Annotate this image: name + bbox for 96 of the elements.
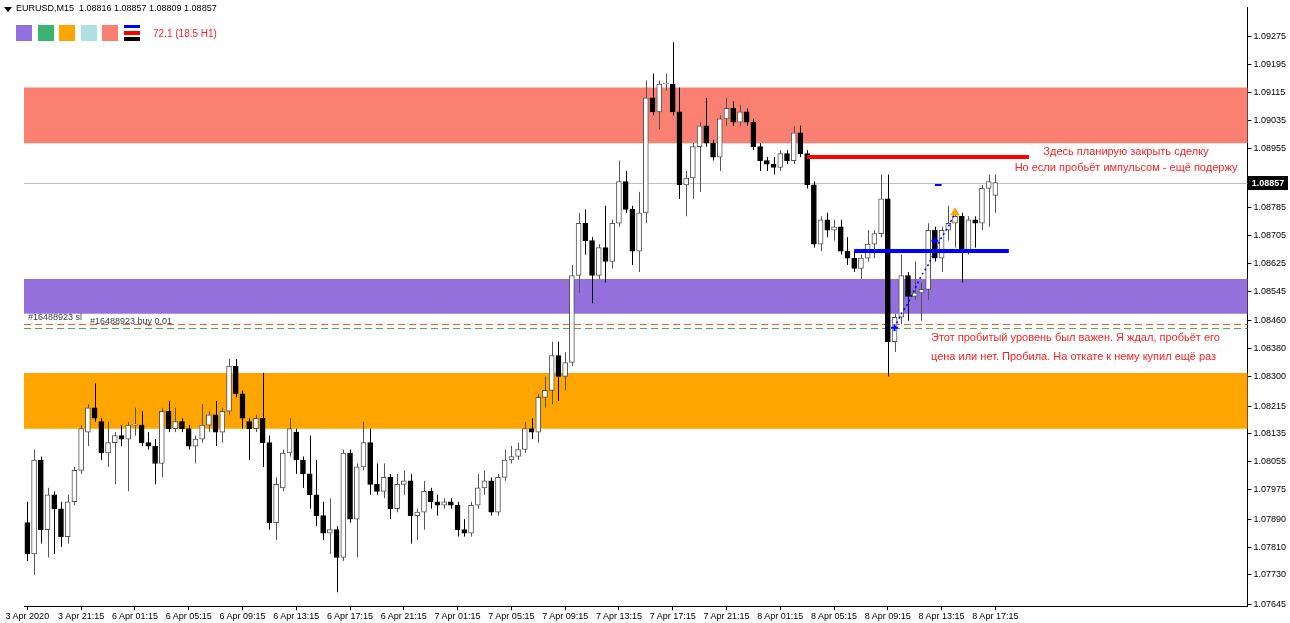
ref-line-label: #16488923 sl (28, 312, 83, 323)
candlestick (562, 351, 568, 391)
candlestick (300, 456, 306, 489)
candlestick (185, 424, 192, 451)
candlestick (427, 487, 434, 510)
candlestick (474, 473, 481, 510)
candlestick (582, 208, 589, 256)
candlestick (206, 410, 212, 433)
candlestick (905, 271, 911, 322)
candlestick (757, 142, 763, 172)
candlestick (51, 490, 58, 555)
candlestick (737, 104, 743, 127)
candlestick (320, 501, 326, 541)
x-tick-label: 7 Apr 21:15 (703, 611, 750, 622)
candlestick (111, 431, 118, 485)
annotation: Этот пробитый уровень был важен. Я ждал, пробьёт его (931, 331, 1220, 344)
x-tick-label: 3 Apr 2020 (5, 611, 50, 622)
candlestick (703, 97, 710, 148)
candlestick (327, 497, 333, 555)
y-tick-label: 1.08300 (1253, 370, 1287, 381)
candlestick (831, 219, 837, 242)
candlestick (105, 421, 111, 468)
x-tick-label: 7 Apr 13:15 (595, 611, 642, 622)
y-tick-label: 1.09275 (1253, 31, 1287, 42)
x-tick-label: 7 Apr 05:15 (488, 611, 535, 622)
candlestick (945, 205, 952, 242)
candlestick (400, 469, 407, 496)
y-tick-label: 1.07810 (1253, 541, 1287, 552)
x-tick-label: 8 Apr 05:15 (811, 611, 858, 622)
y-tick-label: 1.07730 (1253, 569, 1287, 580)
y-tick-label: 1.08955 (1253, 142, 1287, 153)
candlestick (152, 438, 158, 485)
annotation: 72.1 (18.5 H1) (153, 27, 217, 39)
y-tick-label: 1.07890 (1253, 513, 1287, 524)
candlestick (394, 473, 400, 513)
annotation: цена или нет. Пробила. На откате к нему купил ещё раз (931, 350, 1217, 363)
x-tick-label: 7 Apr 09:15 (542, 611, 589, 622)
y-tick-label: 1.08785 (1253, 202, 1287, 213)
candlestick (374, 462, 380, 496)
ref-line-label: #16488923 buy 0.01 (90, 316, 173, 327)
candlestick (911, 261, 918, 301)
y-tick-label: 1.08215 (1253, 400, 1287, 411)
x-tick-label: 8 Apr 09:15 (864, 611, 911, 622)
y-tick-label: 1.07645 (1253, 598, 1287, 609)
x-tick-label: 6 Apr 05:15 (165, 611, 212, 622)
candlestick (851, 250, 858, 273)
chart-title: EURUSD,M15 1.08816 1.08857 1.08809 1.08857 (16, 3, 217, 14)
x-tick-label: 8 Apr 01:15 (757, 611, 804, 622)
candlestick (730, 100, 737, 127)
candlestick (521, 421, 528, 454)
candlestick (542, 375, 548, 409)
annotation: Здесь планирую закрыть сделку (1043, 145, 1210, 158)
x-tick-label: 7 Apr 17:15 (649, 611, 696, 622)
x-tick-label: 3 Apr 21:15 (58, 611, 105, 622)
candlestick (132, 407, 138, 437)
candlestick (663, 73, 669, 92)
x-tick-label: 7 Apr 01:15 (434, 611, 481, 622)
y-tick-label: 1.08460 (1253, 315, 1287, 326)
y-tick-label: 1.07975 (1253, 484, 1287, 495)
y-tick-label: 1.09115 (1253, 87, 1286, 98)
y-tick-label: 1.08705 (1253, 229, 1287, 240)
candlestick (683, 170, 689, 217)
candlestick (91, 382, 98, 423)
annotation: Но если пробьёт импульсом - ещё подержу (1014, 161, 1238, 174)
candlestick (414, 508, 421, 541)
y-tick-label: 1.08625 (1253, 257, 1287, 268)
candlestick (421, 480, 427, 531)
candlestick (777, 149, 784, 172)
candlestick (172, 407, 179, 433)
x-tick-label: 6 Apr 17:15 (327, 611, 374, 622)
candlestick (85, 403, 91, 447)
candlestick (125, 421, 132, 492)
x-tick-label: 6 Apr 21:15 (380, 611, 427, 622)
y-tick-label: 1.08545 (1253, 285, 1287, 296)
y-tick-label: 1.08380 (1253, 343, 1287, 354)
candlestick (219, 407, 226, 444)
y-tick-label: 1.08055 (1253, 456, 1287, 467)
candlestick (837, 219, 844, 256)
x-tick-label: 8 Apr 17:15 (972, 611, 1019, 622)
y-tick-label: 1.09195 (1253, 59, 1287, 70)
candlestick (972, 215, 979, 249)
candlestick (306, 435, 313, 510)
ref-line-label: 1.08857 (1251, 177, 1285, 188)
candlestick (434, 494, 441, 517)
y-tick-label: 1.08135 (1253, 428, 1287, 439)
candlestick (199, 403, 205, 444)
point (951, 208, 960, 216)
candlestick (858, 254, 864, 280)
x-tick-label: 6 Apr 01:15 (111, 611, 158, 622)
candlestick (824, 212, 831, 238)
x-tick-label: 6 Apr 09:15 (219, 611, 266, 622)
x-tick-label: 8 Apr 13:15 (918, 611, 965, 622)
candlestick (710, 139, 716, 162)
candlestick (246, 417, 253, 461)
x-tick-label: 6 Apr 13:15 (273, 611, 320, 622)
y-tick-label: 1.09035 (1253, 115, 1287, 126)
